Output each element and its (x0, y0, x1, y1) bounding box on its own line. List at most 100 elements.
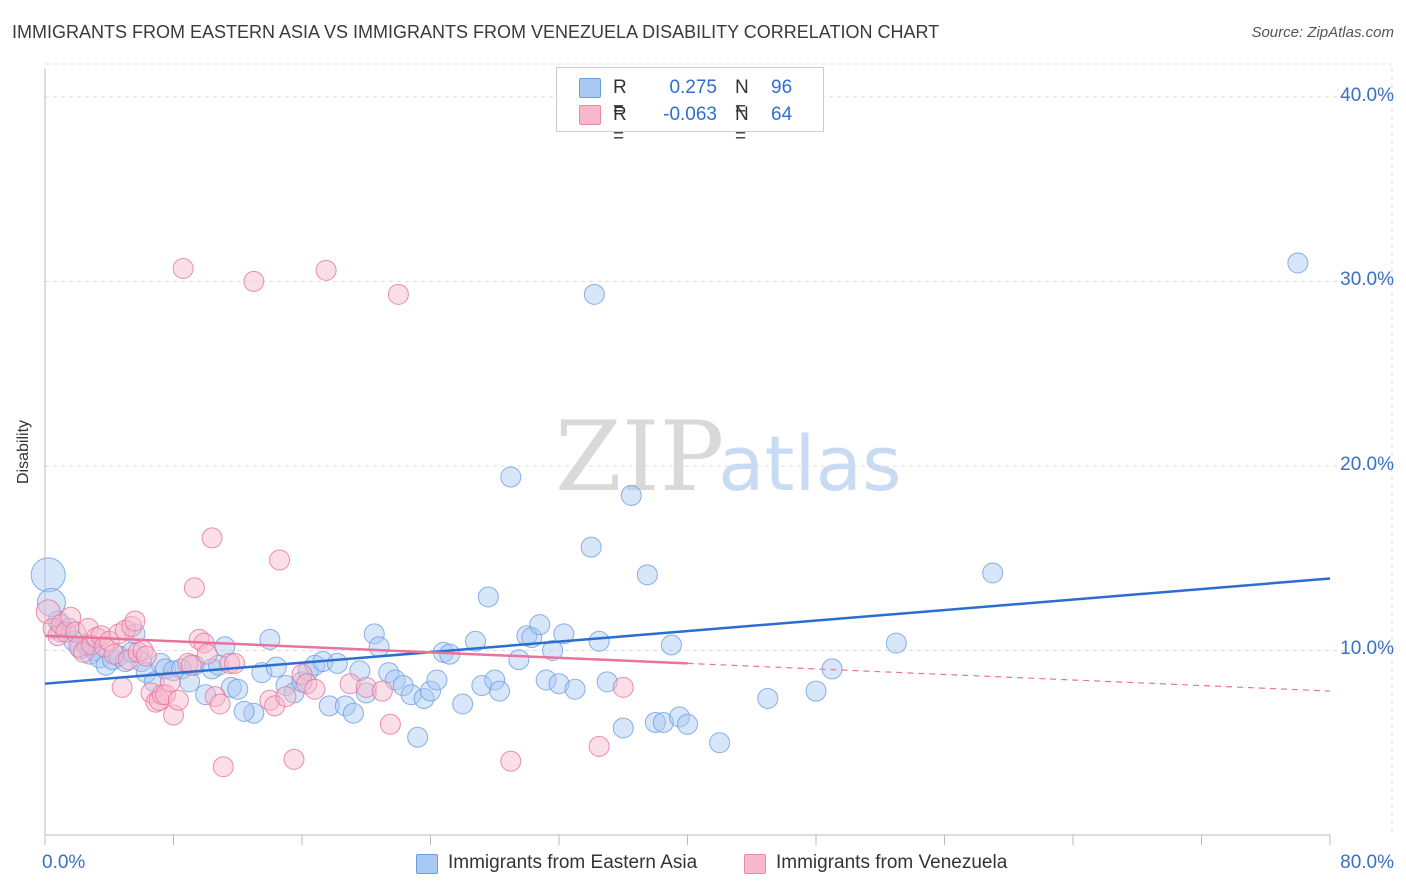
venezuela-point (154, 684, 176, 706)
venezuela-point (135, 645, 157, 667)
eastern-asia-point (553, 623, 575, 645)
eastern-asia-point (529, 614, 551, 636)
eastern-asia-point (709, 732, 731, 754)
eastern-asia-point (548, 673, 570, 695)
eastern-asia-point (652, 711, 674, 733)
legend-r-label: R = (613, 77, 627, 120)
eastern-asia-point (392, 675, 414, 697)
venezuela-point (379, 713, 401, 735)
eastern-asia-point (342, 702, 364, 724)
eastern-asia-point (489, 680, 511, 702)
legend-r-value: 0.275 (669, 77, 717, 98)
eastern-asia-point (251, 662, 273, 684)
eastern-asia-point (477, 586, 499, 608)
axes (44, 68, 1331, 845)
eastern-asia-point (757, 687, 779, 709)
venezuela-point (588, 735, 610, 757)
venezuela-point (159, 671, 181, 693)
eastern-asia-point (426, 669, 448, 691)
legend-swatch-pink (744, 854, 766, 874)
chart-title: IMMIGRANTS FROM EASTERN ASIA VS IMMIGRAN… (12, 22, 940, 42)
venezuela-point (209, 693, 231, 715)
venezuela-point (304, 678, 326, 700)
eastern-asia-point (564, 678, 586, 700)
eastern-asia-point (265, 656, 287, 678)
eastern-asia-point (334, 695, 356, 717)
venezuela-point (275, 686, 297, 708)
venezuela-point (121, 615, 143, 637)
eastern-asia-point (452, 693, 474, 715)
venezuela-point (355, 676, 377, 698)
eastern-asia-point (30, 557, 66, 593)
legend-n-value: 96 (771, 77, 793, 98)
watermark: ZIP atlas (555, 401, 902, 513)
venezuela-point (148, 689, 170, 711)
eastern-asia-point (644, 711, 666, 733)
eastern-asia-point (275, 675, 297, 697)
eastern-asia-point (36, 588, 66, 617)
x-tick-label: 80.0% (1340, 852, 1394, 873)
eastern-asia-point (233, 700, 255, 722)
eastern-asia-point (214, 636, 236, 658)
venezuela-point (201, 527, 223, 549)
eastern-asia-point (471, 675, 493, 697)
venezuela-point (264, 695, 286, 717)
venezuela-point (103, 643, 125, 665)
eastern-asia-point (464, 630, 486, 652)
eastern-asia-point (583, 283, 605, 305)
y-tick-label: 30.0% (1340, 269, 1394, 291)
venezuela-point (73, 641, 95, 663)
eastern-asia-point (420, 680, 441, 702)
trend-lines (44, 577, 1331, 692)
eastern-asia-point (660, 634, 682, 656)
watermark-atlas: atlas (718, 419, 902, 508)
venezuela-point (371, 680, 393, 702)
venezuela-trend-line (44, 634, 688, 665)
eastern-asia-point (363, 623, 385, 645)
eastern-asia-point (326, 652, 348, 674)
eastern-asia-point (580, 536, 602, 558)
venezuela-point (339, 673, 361, 695)
y-tick-label: 40.0% (1340, 84, 1394, 106)
eastern-asia-point (227, 678, 249, 700)
venezuela-point (167, 689, 189, 711)
legend-r-label: R = (613, 104, 627, 147)
legend-n-label: N = (735, 104, 749, 147)
x-tick-label: 0.0% (42, 852, 86, 873)
legend-label: Immigrants from Eastern Asia (448, 852, 698, 873)
legend-n-value: 64 (771, 104, 793, 125)
legend-swatch-blue (579, 78, 601, 98)
watermark-zip: ZIP (555, 401, 724, 513)
eastern-asia-point (368, 636, 390, 658)
eastern-asia-point (636, 564, 658, 586)
venezuela-trend-extension (687, 662, 1331, 692)
venezuela-point (212, 756, 234, 778)
gridlines (45, 63, 1393, 835)
eastern-asia-point (982, 562, 1004, 584)
venezuela-point (612, 676, 634, 698)
y-tick-label: 10.0% (1340, 638, 1394, 660)
eastern-asia-point (668, 706, 690, 728)
venezuela-point (196, 643, 218, 665)
venezuela-point (183, 577, 205, 599)
eastern-asia-point (620, 484, 642, 506)
venezuela-point (224, 652, 246, 674)
eastern-asia-point (355, 682, 377, 704)
eastern-asia-point (588, 630, 610, 652)
eastern-asia-point (318, 695, 340, 717)
legend-r-value: -0.063 (663, 104, 717, 125)
eastern-asia-point (508, 649, 530, 671)
legend-label: Immigrants from Venezuela (776, 852, 1008, 873)
venezuela-point (124, 610, 146, 632)
legend: R = 0.275 N = 96 R = -0.063 N = 64 (556, 67, 824, 147)
legend-swatch-pink (579, 105, 601, 125)
venezuela-point (315, 259, 337, 281)
eastern-asia-point (407, 726, 429, 748)
venezuela-point (177, 652, 199, 674)
source-note: Source: ZipAtlas.com (1251, 24, 1394, 41)
venezuela-point (283, 748, 305, 770)
eastern-asia-point (542, 639, 564, 661)
eastern-asia-point (612, 717, 634, 739)
eastern-asia-trend-line (44, 577, 1331, 685)
